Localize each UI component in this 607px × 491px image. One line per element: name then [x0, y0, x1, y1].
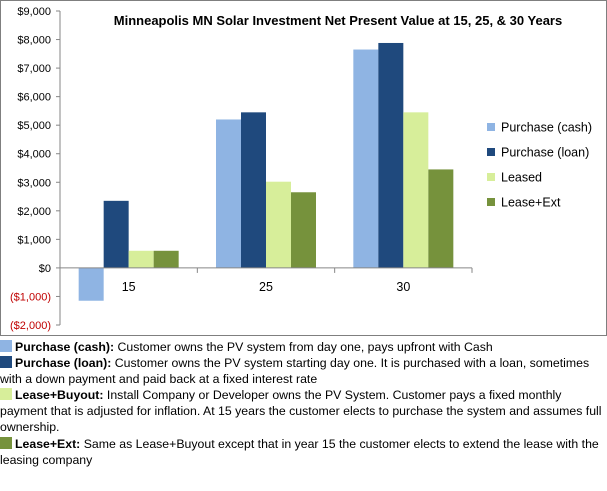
bar-purchase-cash — [353, 49, 379, 268]
bar-lease-ext — [428, 169, 454, 268]
note-text: Customer owns the PV system starting day… — [0, 356, 590, 387]
bars — [78, 42, 454, 301]
y-tick-label: $5,000 — [17, 120, 51, 132]
bar-purchase-loan — [241, 112, 266, 268]
bar-purchase-cash — [78, 267, 104, 301]
y-tick-label: $6,000 — [17, 92, 51, 104]
note-lease-buyout: Lease+Buyout: Install Company or Develop… — [0, 387, 607, 435]
bar-leased — [403, 112, 429, 268]
y-tick-label: $7,000 — [17, 63, 51, 75]
swatch-lease-buyout-icon — [0, 388, 12, 401]
legend-swatch — [487, 173, 495, 181]
swatch-lease-ext-icon — [0, 436, 12, 449]
note-lease-ext: Lease+Ext: Same as Lease+Buyout except t… — [0, 436, 607, 468]
y-tick-label: $8,000 — [17, 35, 51, 47]
chart-container: Minneapolis MN Solar Investment Net Pres… — [0, 0, 607, 336]
chart-title: Minneapolis MN Solar Investment Net Pres… — [114, 13, 562, 28]
legend-swatch — [487, 123, 495, 131]
y-tick-label: $4,000 — [17, 149, 51, 161]
legend-label: Purchase (cash) — [501, 121, 592, 135]
note-title: Lease+Ext: — [15, 436, 81, 451]
bar-leased — [128, 250, 154, 268]
note-text: Install Company or Developer owns the PV… — [0, 388, 602, 435]
y-tick-label: ($2,000) — [10, 320, 51, 332]
note-text: Customer owns the PV system from day one… — [114, 340, 493, 354]
y-tick-label: $0 — [39, 263, 51, 275]
legend-swatch — [487, 148, 495, 156]
y-tick-label: $1,000 — [17, 234, 51, 246]
note-text: Same as Lease+Buyout except that in year… — [0, 436, 599, 467]
y-tick-label: $9,000 — [17, 6, 51, 18]
y-tick-label: $2,000 — [17, 206, 51, 218]
bar-lease-ext — [153, 250, 179, 268]
bar-purchase-cash — [216, 119, 241, 268]
legend-label: Leased — [501, 171, 542, 185]
bar-chart: Minneapolis MN Solar Investment Net Pres… — [0, 0, 607, 336]
bar-purchase-loan — [103, 200, 129, 268]
y-tick-label: $3,000 — [17, 177, 51, 189]
x-axis: 15 25 30 — [60, 267, 473, 294]
note-title: Lease+Buyout: — [15, 388, 104, 403]
bar-purchase-loan — [378, 42, 404, 268]
legend-swatch — [487, 198, 495, 206]
legend-label: Purchase (loan) — [501, 146, 589, 160]
chart-legend: Purchase (cash) Purchase (loan) Leased Leas… — [487, 121, 592, 210]
x-tick-label: 25 — [259, 280, 273, 294]
series-notes: Purchase (cash): Customer owns the PV sy… — [0, 339, 607, 468]
x-tick-label: 15 — [122, 280, 136, 294]
legend-label: Lease+Ext — [501, 196, 561, 210]
y-tick-label: ($1,000) — [10, 291, 51, 303]
note-purchase-loan: Purchase (loan): Customer owns the PV sy… — [0, 355, 607, 387]
swatch-purchase-loan-icon — [0, 356, 12, 369]
bar-lease-ext — [291, 192, 316, 268]
note-title: Purchase (cash): — [15, 340, 115, 354]
x-tick-label: 30 — [396, 280, 410, 294]
swatch-purchase-cash-icon — [0, 340, 12, 352]
note-purchase-cash: Purchase (cash): Customer owns the PV sy… — [0, 339, 607, 355]
bar-leased — [266, 181, 291, 268]
note-title: Purchase (loan): — [15, 356, 112, 371]
y-axis: ($2,000) ($1,000) $0 $1,000 $2,000 $3,000 $4,0… — [10, 6, 61, 332]
